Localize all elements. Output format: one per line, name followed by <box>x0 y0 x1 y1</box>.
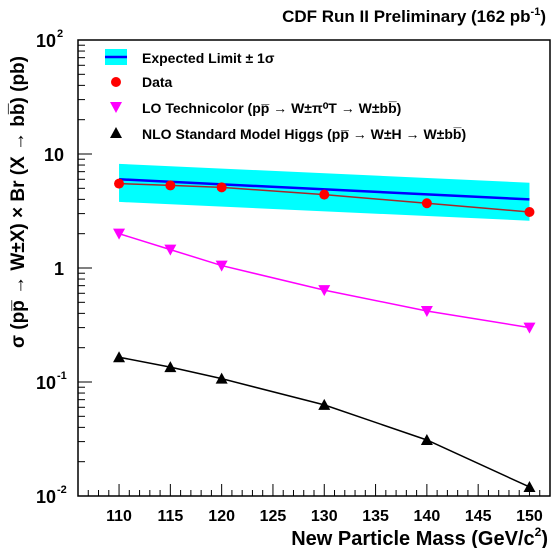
x-tick-label: 120 <box>208 508 235 525</box>
x-axis-label-sup: 2 <box>535 525 542 539</box>
data-point <box>319 189 330 200</box>
legend-expected-label: Expected Limit ± 1σ <box>142 50 275 66</box>
x-tick-label: 110 <box>106 508 132 525</box>
chart-title-sup: -1 <box>531 6 541 18</box>
technicolor-point <box>420 305 433 317</box>
x-tick-label: 135 <box>362 508 389 525</box>
technicolor-point <box>318 285 331 297</box>
y-tick-label: 1 <box>54 259 64 279</box>
legend-data-marker <box>111 77 121 87</box>
x-axis-label-main: New Particle Mass (GeV/c <box>291 528 534 548</box>
chart-title-main: CDF Run II Preliminary (162 pb <box>282 7 530 26</box>
y-tick-exponent: -2 <box>57 484 67 496</box>
x-axis-label: New Particle Mass (GeV/c2) <box>291 525 548 548</box>
expected-limit-line <box>118 178 530 201</box>
series-line-technicolor <box>118 232 530 329</box>
higgs-point <box>420 433 433 445</box>
legend-higgs-marker <box>110 127 122 138</box>
markers-layer <box>113 178 536 492</box>
y-tick-label: 10 <box>44 145 64 165</box>
higgs-point <box>215 372 228 384</box>
legend-data-label: Data <box>142 74 173 90</box>
technicolor-point <box>215 260 228 272</box>
higgs-point <box>164 361 177 373</box>
y-tick-label: 10 <box>36 31 56 51</box>
higgs-point <box>318 398 331 410</box>
data-point <box>524 206 535 217</box>
legend: Expected Limit ± 1σ Data LO Technicolor … <box>105 49 466 142</box>
x-tick-label: 115 <box>157 508 183 525</box>
series-line-higgs <box>118 356 530 488</box>
x-tick-label: 125 <box>260 508 287 525</box>
x-tick-label: 140 <box>414 508 441 525</box>
technicolor-point <box>113 228 126 240</box>
y-tick-exponent: -1 <box>57 370 67 382</box>
x-tick-label: 130 <box>311 508 338 525</box>
chart-title-end: ) <box>540 7 546 26</box>
series-line-data <box>119 182 530 213</box>
technicolor-point <box>523 322 536 334</box>
higgs-point <box>113 351 126 363</box>
technicolor-point <box>164 244 177 256</box>
y-axis-label: σ (pp̅ → W±X) × Br (X → bb̅) (pb) <box>8 56 29 348</box>
legend-technicolor-marker <box>110 102 122 113</box>
x-axis-ticks: 110 115 120 125 130 135 140 145 150 <box>77 484 551 525</box>
legend-technicolor-label: LO Technicolor (pp̅ → W±π⁰T → W±bb̅) <box>142 100 401 116</box>
data-point <box>165 180 176 191</box>
lines-layer <box>118 178 530 488</box>
y-tick-label: 10 <box>36 487 56 507</box>
x-axis-label-end: ) <box>541 528 548 548</box>
y-tick-label: 10 <box>36 373 56 393</box>
x-tick-label: 150 <box>516 508 543 525</box>
chart-title: CDF Run II Preliminary (162 pb-1) <box>282 6 546 26</box>
data-point <box>421 198 432 209</box>
y-tick-exponent: 2 <box>57 28 63 40</box>
legend-higgs-label: NLO Standard Model Higgs (pp̅ → W±H → W±… <box>142 126 466 142</box>
data-point <box>114 178 125 189</box>
x-tick-label: 145 <box>465 508 492 525</box>
data-point <box>216 182 227 193</box>
